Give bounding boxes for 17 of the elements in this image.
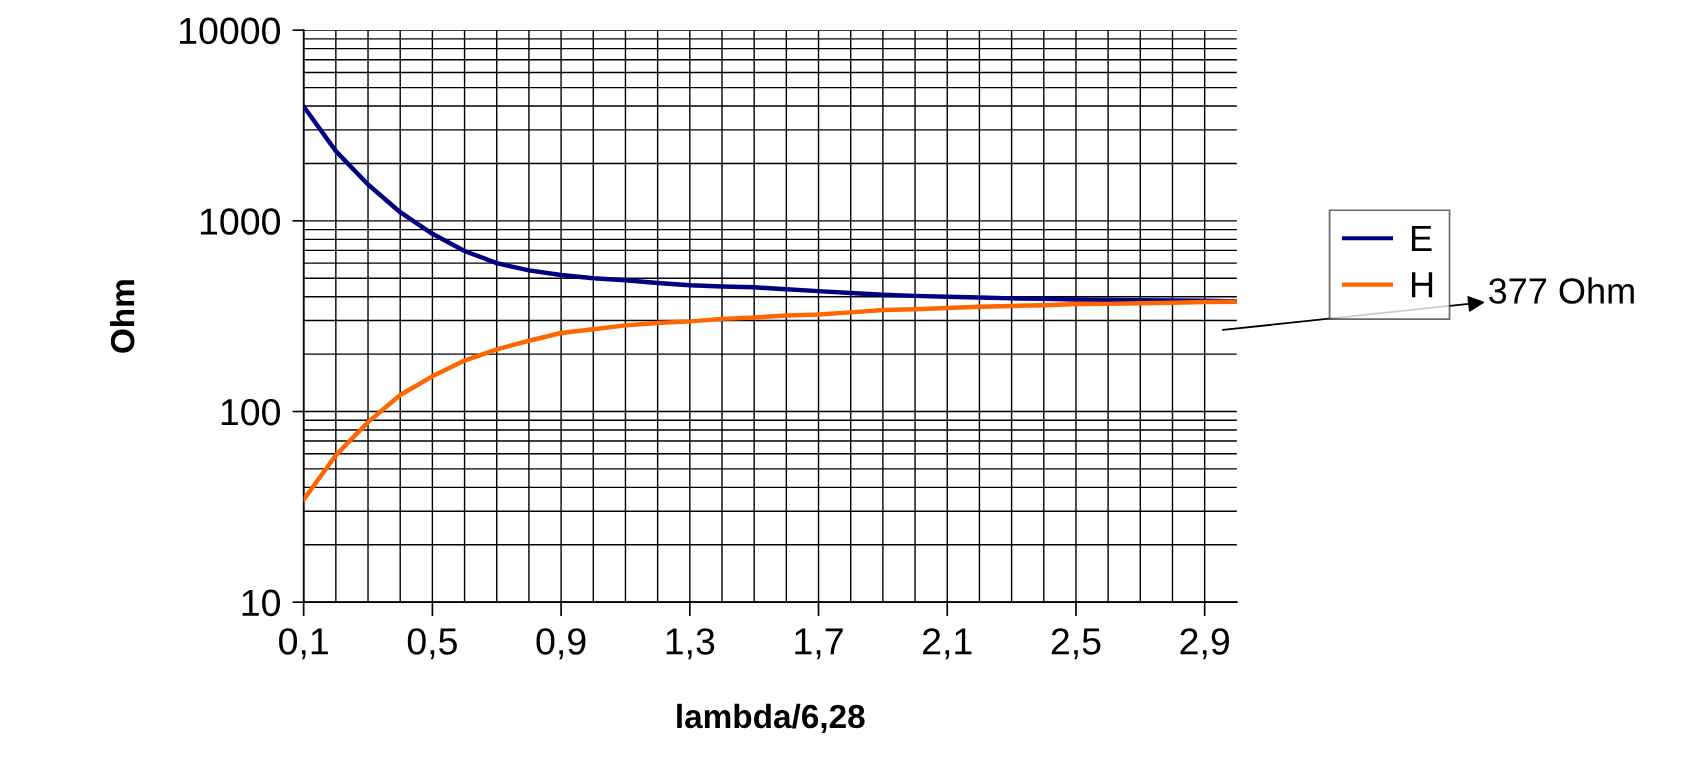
y-tick-label: 100 — [221, 398, 280, 426]
legend-label: H — [1411, 272, 1433, 298]
x-tick-label: 2,5 — [1051, 628, 1101, 660]
legend-label: E — [1411, 226, 1432, 251]
y-tick-label: 10000 — [180, 17, 280, 45]
x-tick-label: 2,1 — [923, 628, 972, 660]
x-tick-label: 0,9 — [536, 628, 586, 660]
y-axis-title: Ohm — [109, 280, 135, 353]
y-tick-label: 1000 — [200, 208, 280, 235]
x-axis-title: lambda/6,28 — [677, 703, 865, 734]
x-tick-label: 0,5 — [407, 628, 457, 660]
x-tick-label: 1,3 — [666, 628, 715, 660]
x-tick-label: 2,9 — [1180, 628, 1229, 660]
text: 377 Ohm — [1489, 277, 1634, 304]
x-tick-label: 1,7 — [795, 628, 843, 660]
x-tick-label: 0,1 — [279, 628, 328, 660]
y-tick-label: 10 — [242, 589, 280, 617]
